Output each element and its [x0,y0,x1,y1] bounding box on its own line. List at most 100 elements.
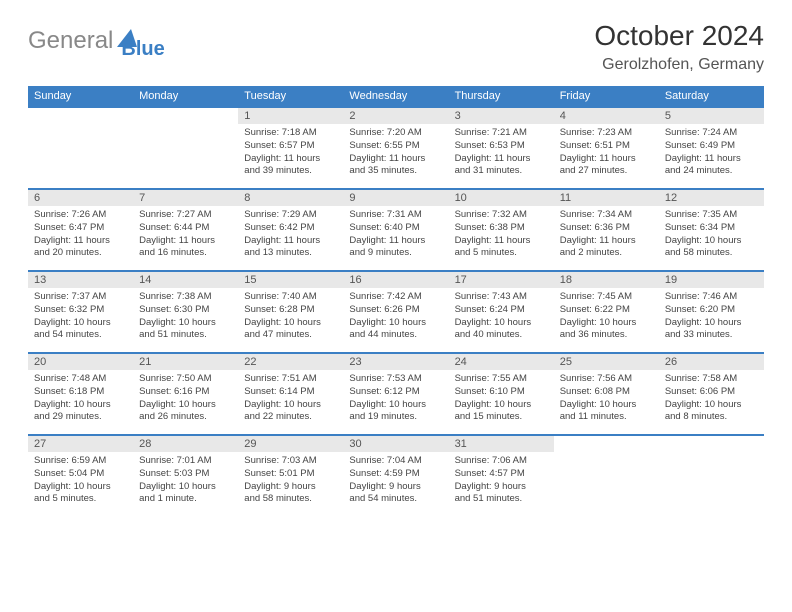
day-line: Daylight: 10 hours [665,399,758,412]
day-line: Daylight: 9 hours [244,481,337,494]
day-line: Sunrise: 7:53 AM [349,373,442,386]
day-line: Daylight: 10 hours [560,399,653,412]
day-line: Sunset: 6:06 PM [665,386,758,399]
day-line: and 33 minutes. [665,329,758,342]
day-cell: 10Sunrise: 7:32 AMSunset: 6:38 PMDayligh… [449,189,554,271]
day-content: Sunrise: 7:23 AMSunset: 6:51 PMDaylight:… [554,124,659,181]
day-content: Sunrise: 7:43 AMSunset: 6:24 PMDaylight:… [449,288,554,345]
day-content: Sunrise: 7:45 AMSunset: 6:22 PMDaylight:… [554,288,659,345]
day-line: Sunset: 6:53 PM [455,140,548,153]
week-row: 20Sunrise: 7:48 AMSunset: 6:18 PMDayligh… [28,353,764,435]
day-cell: 23Sunrise: 7:53 AMSunset: 6:12 PMDayligh… [343,353,448,435]
week-row: 1Sunrise: 7:18 AMSunset: 6:57 PMDaylight… [28,107,764,189]
day-line: Sunrise: 7:31 AM [349,209,442,222]
title-block: October 2024 Gerolzhofen, Germany [594,20,764,74]
day-line: and 29 minutes. [34,411,127,424]
day-cell: 25Sunrise: 7:56 AMSunset: 6:08 PMDayligh… [554,353,659,435]
day-cell: 31Sunrise: 7:06 AMSunset: 4:57 PMDayligh… [449,435,554,517]
day-line: Sunset: 6:20 PM [665,304,758,317]
day-line: and 35 minutes. [349,165,442,178]
day-cell: 28Sunrise: 7:01 AMSunset: 5:03 PMDayligh… [133,435,238,517]
logo-text-part2: Blue [121,38,164,61]
day-number: 3 [449,108,554,124]
day-cell: 8 Sunrise: 7:29 AMSunset: 6:42 PMDaylight… [238,189,343,271]
day-line: and 54 minutes. [34,329,127,342]
day-line: Sunrise: 7:58 AM [665,373,758,386]
day-content: Sunrise: 7:48 AMSunset: 6:18 PMDaylight:… [28,370,133,427]
day-number: 15 [238,272,343,288]
day-line: Sunset: 6:22 PM [560,304,653,317]
day-line: and 20 minutes. [34,247,127,260]
day-line: Sunset: 5:01 PM [244,468,337,481]
day-number: 13 [28,272,133,288]
day-line: Sunrise: 7:56 AM [560,373,653,386]
day-content: Sunrise: 7:34 AMSunset: 6:36 PMDaylight:… [554,206,659,263]
day-line: Sunrise: 7:18 AM [244,127,337,140]
day-line: Daylight: 10 hours [665,317,758,330]
month-title: October 2024 [594,20,764,52]
day-cell: 27Sunrise: 6:59 AMSunset: 5:04 PMDayligh… [28,435,133,517]
day-content: Sunrise: 7:51 AMSunset: 6:14 PMDaylight:… [238,370,343,427]
day-content: Sunrise: 7:32 AMSunset: 6:38 PMDaylight:… [449,206,554,263]
day-cell: 18Sunrise: 7:45 AMSunset: 6:22 PMDayligh… [554,271,659,353]
day-line: and 13 minutes. [244,247,337,260]
day-cell: 3Sunrise: 7:21 AMSunset: 6:53 PMDaylight… [449,107,554,189]
day-line: Daylight: 10 hours [34,317,127,330]
day-number: 22 [238,354,343,370]
day-line: Sunset: 6:12 PM [349,386,442,399]
day-line: Sunrise: 7:26 AM [34,209,127,222]
day-line: Sunset: 6:38 PM [455,222,548,235]
day-content: Sunrise: 7:50 AMSunset: 6:16 PMDaylight:… [133,370,238,427]
day-cell: 15Sunrise: 7:40 AMSunset: 6:28 PMDayligh… [238,271,343,353]
day-line: and 36 minutes. [560,329,653,342]
day-cell [659,435,764,517]
day-number: 16 [343,272,448,288]
day-number: 24 [449,354,554,370]
day-line: and 54 minutes. [349,493,442,506]
day-line: Sunrise: 7:24 AM [665,127,758,140]
day-number: 31 [449,436,554,452]
day-line: and 44 minutes. [349,329,442,342]
day-line: Sunrise: 7:29 AM [244,209,337,222]
day-line: Sunset: 6:42 PM [244,222,337,235]
day-line: Sunrise: 7:43 AM [455,291,548,304]
day-line: Daylight: 11 hours [455,235,548,248]
day-line: Sunset: 6:14 PM [244,386,337,399]
location: Gerolzhofen, Germany [594,56,764,74]
day-cell: 14Sunrise: 7:38 AMSunset: 6:30 PMDayligh… [133,271,238,353]
day-content: Sunrise: 7:26 AMSunset: 6:47 PMDaylight:… [28,206,133,263]
day-line: and 5 minutes. [455,247,548,260]
day-line: Sunset: 6:26 PM [349,304,442,317]
day-line: Daylight: 10 hours [665,235,758,248]
day-cell: 24Sunrise: 7:55 AMSunset: 6:10 PMDayligh… [449,353,554,435]
week-row: 13Sunrise: 7:37 AMSunset: 6:32 PMDayligh… [28,271,764,353]
day-cell [28,107,133,189]
day-number: 20 [28,354,133,370]
day-number: 2 [343,108,448,124]
day-number: 8 [238,190,343,206]
day-line: Sunrise: 6:59 AM [34,455,127,468]
day-cell: 7Sunrise: 7:27 AMSunset: 6:44 PMDaylight… [133,189,238,271]
day-line: Sunrise: 7:23 AM [560,127,653,140]
day-line: Sunset: 6:28 PM [244,304,337,317]
day-line: Daylight: 11 hours [244,235,337,248]
day-cell [133,107,238,189]
calendar-table: SundayMondayTuesdayWednesdayThursdayFrid… [28,86,764,517]
day-line: Sunset: 6:51 PM [560,140,653,153]
day-line: Daylight: 10 hours [34,399,127,412]
day-header: Sunday [28,86,133,107]
day-line: and 2 minutes. [560,247,653,260]
day-header-row: SundayMondayTuesdayWednesdayThursdayFrid… [28,86,764,107]
day-number: 25 [554,354,659,370]
day-cell: 9Sunrise: 7:31 AMSunset: 6:40 PMDaylight… [343,189,448,271]
day-line: Daylight: 10 hours [560,317,653,330]
day-line: Sunrise: 7:37 AM [34,291,127,304]
day-line: Sunrise: 7:46 AM [665,291,758,304]
day-line: Sunrise: 7:01 AM [139,455,232,468]
day-line: Sunset: 5:04 PM [34,468,127,481]
day-number: 26 [659,354,764,370]
day-line: and 26 minutes. [139,411,232,424]
day-line: Sunrise: 7:51 AM [244,373,337,386]
day-content: Sunrise: 7:38 AMSunset: 6:30 PMDaylight:… [133,288,238,345]
day-line: and 51 minutes. [139,329,232,342]
